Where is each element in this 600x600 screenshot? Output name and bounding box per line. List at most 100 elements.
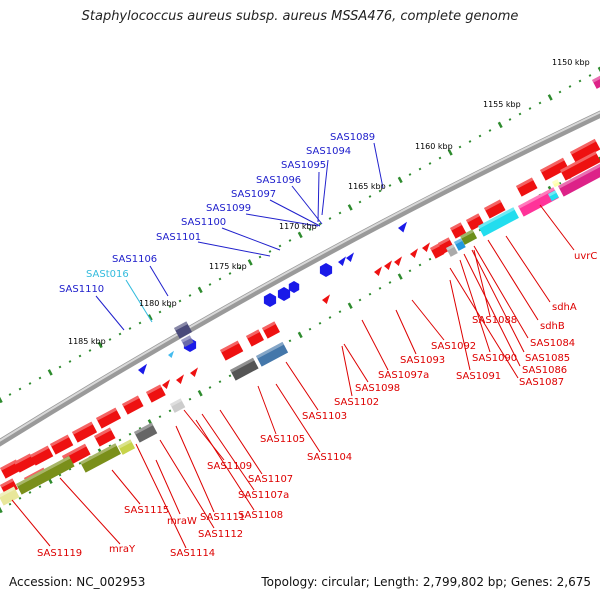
gene-label: SAS1097a <box>378 370 429 381</box>
gene-body <box>262 321 280 339</box>
tick-mark <box>297 331 303 339</box>
gene-minus <box>146 384 166 403</box>
gene-minus <box>460 229 478 245</box>
leader-line <box>135 443 187 549</box>
tick-mark <box>118 438 122 442</box>
gene-plus <box>138 363 147 375</box>
tick-mark <box>588 74 592 77</box>
gene-label: SAS1119 <box>37 548 82 559</box>
tick-mark <box>178 299 182 303</box>
tick-mark <box>547 94 553 101</box>
gene-label: SAS1092 <box>431 341 476 352</box>
kbp-label: 1150 kbp <box>552 58 590 67</box>
tick-mark <box>218 277 222 281</box>
gene-minus <box>134 422 158 443</box>
gene-highlight <box>0 459 18 471</box>
gene-minus <box>162 379 170 389</box>
gene-highlight <box>230 357 255 373</box>
tick-mark <box>438 156 442 160</box>
gene-highlight <box>560 151 597 173</box>
gene-highlight <box>516 177 534 189</box>
gene-plus <box>288 281 300 293</box>
gene-label: SAS1102 <box>334 397 379 408</box>
tick-mark <box>0 396 3 404</box>
gene-body <box>122 395 144 415</box>
gene-label: SAS1109 <box>207 461 252 472</box>
leader-line <box>473 245 529 339</box>
gene-label: SAS1100 <box>181 217 226 228</box>
gene-body <box>72 421 98 443</box>
gene-label: SAS1105 <box>260 434 305 445</box>
tick-mark <box>228 374 232 378</box>
gene-minus <box>80 443 121 473</box>
gene-highlight <box>16 455 71 487</box>
gene-label: SAS1099 <box>206 203 251 214</box>
gene-minus <box>548 190 559 202</box>
gene-label: SAS1090 <box>472 353 517 364</box>
tick-mark <box>78 354 82 358</box>
kbp-label: 1160 kbp <box>415 142 453 151</box>
gene-body <box>16 455 75 495</box>
gene-body <box>454 238 466 251</box>
tick-mark <box>397 176 403 184</box>
gene-minus <box>450 222 467 239</box>
tick-mark <box>308 228 312 231</box>
gene-body <box>146 384 166 403</box>
leader-line <box>11 499 51 547</box>
gene-highlight <box>570 138 597 155</box>
gene-body <box>174 321 192 339</box>
accession-text: Accession: NC_002953 <box>9 575 146 589</box>
gene-highlight <box>460 229 474 239</box>
tick-mark <box>358 298 362 302</box>
leader-line <box>463 253 521 367</box>
leader-line <box>343 343 369 383</box>
tick-mark <box>208 386 212 389</box>
tick-mark <box>28 491 32 494</box>
gene-plus <box>346 252 354 262</box>
gene-highlight <box>122 395 140 407</box>
gene-label: SAS1093 <box>400 355 445 366</box>
tick-mark <box>418 167 422 171</box>
gene-highlight <box>94 427 112 439</box>
leader-line <box>257 385 277 435</box>
leader-line <box>195 419 255 511</box>
gene-minus <box>220 340 244 361</box>
tick-mark <box>238 266 242 270</box>
tick-mark <box>58 365 62 369</box>
gene-body <box>558 162 600 197</box>
tick-mark <box>318 222 322 226</box>
gene-minus <box>118 439 136 455</box>
gene-label: SAS1101 <box>156 232 201 243</box>
leader-line <box>149 265 169 297</box>
gene-body <box>552 179 561 188</box>
gene-plus <box>319 263 333 277</box>
gene-highlight <box>262 321 276 331</box>
gene-minus <box>170 398 186 413</box>
gene-minus <box>446 244 458 257</box>
tick-mark <box>138 321 142 325</box>
leader-line <box>155 459 181 515</box>
gene-label: mraY <box>109 544 136 555</box>
leader-line <box>317 171 320 223</box>
tick-mark <box>458 145 462 149</box>
gene-highlight <box>548 190 557 197</box>
gene-plus <box>174 321 192 339</box>
page-title: Staphylococcus aureus subsp. aureus MSSA… <box>81 9 519 24</box>
tick-mark <box>8 502 12 506</box>
gene-label: SAS1095 <box>281 160 326 171</box>
tick-mark <box>447 149 453 156</box>
leader-line <box>197 241 271 257</box>
gene-body <box>484 199 506 219</box>
tick-mark <box>478 134 482 138</box>
gene-highlight <box>62 443 87 459</box>
leader-line <box>221 227 281 251</box>
gene-label: SAS1112 <box>198 529 243 540</box>
tick-mark <box>558 90 562 94</box>
leader-line <box>245 213 319 227</box>
gene-highlight <box>134 422 154 435</box>
leader-line <box>395 309 417 355</box>
gene-minus <box>94 427 116 447</box>
tick-mark <box>228 272 232 275</box>
gene-minus <box>540 157 569 181</box>
leader-line <box>471 249 525 353</box>
